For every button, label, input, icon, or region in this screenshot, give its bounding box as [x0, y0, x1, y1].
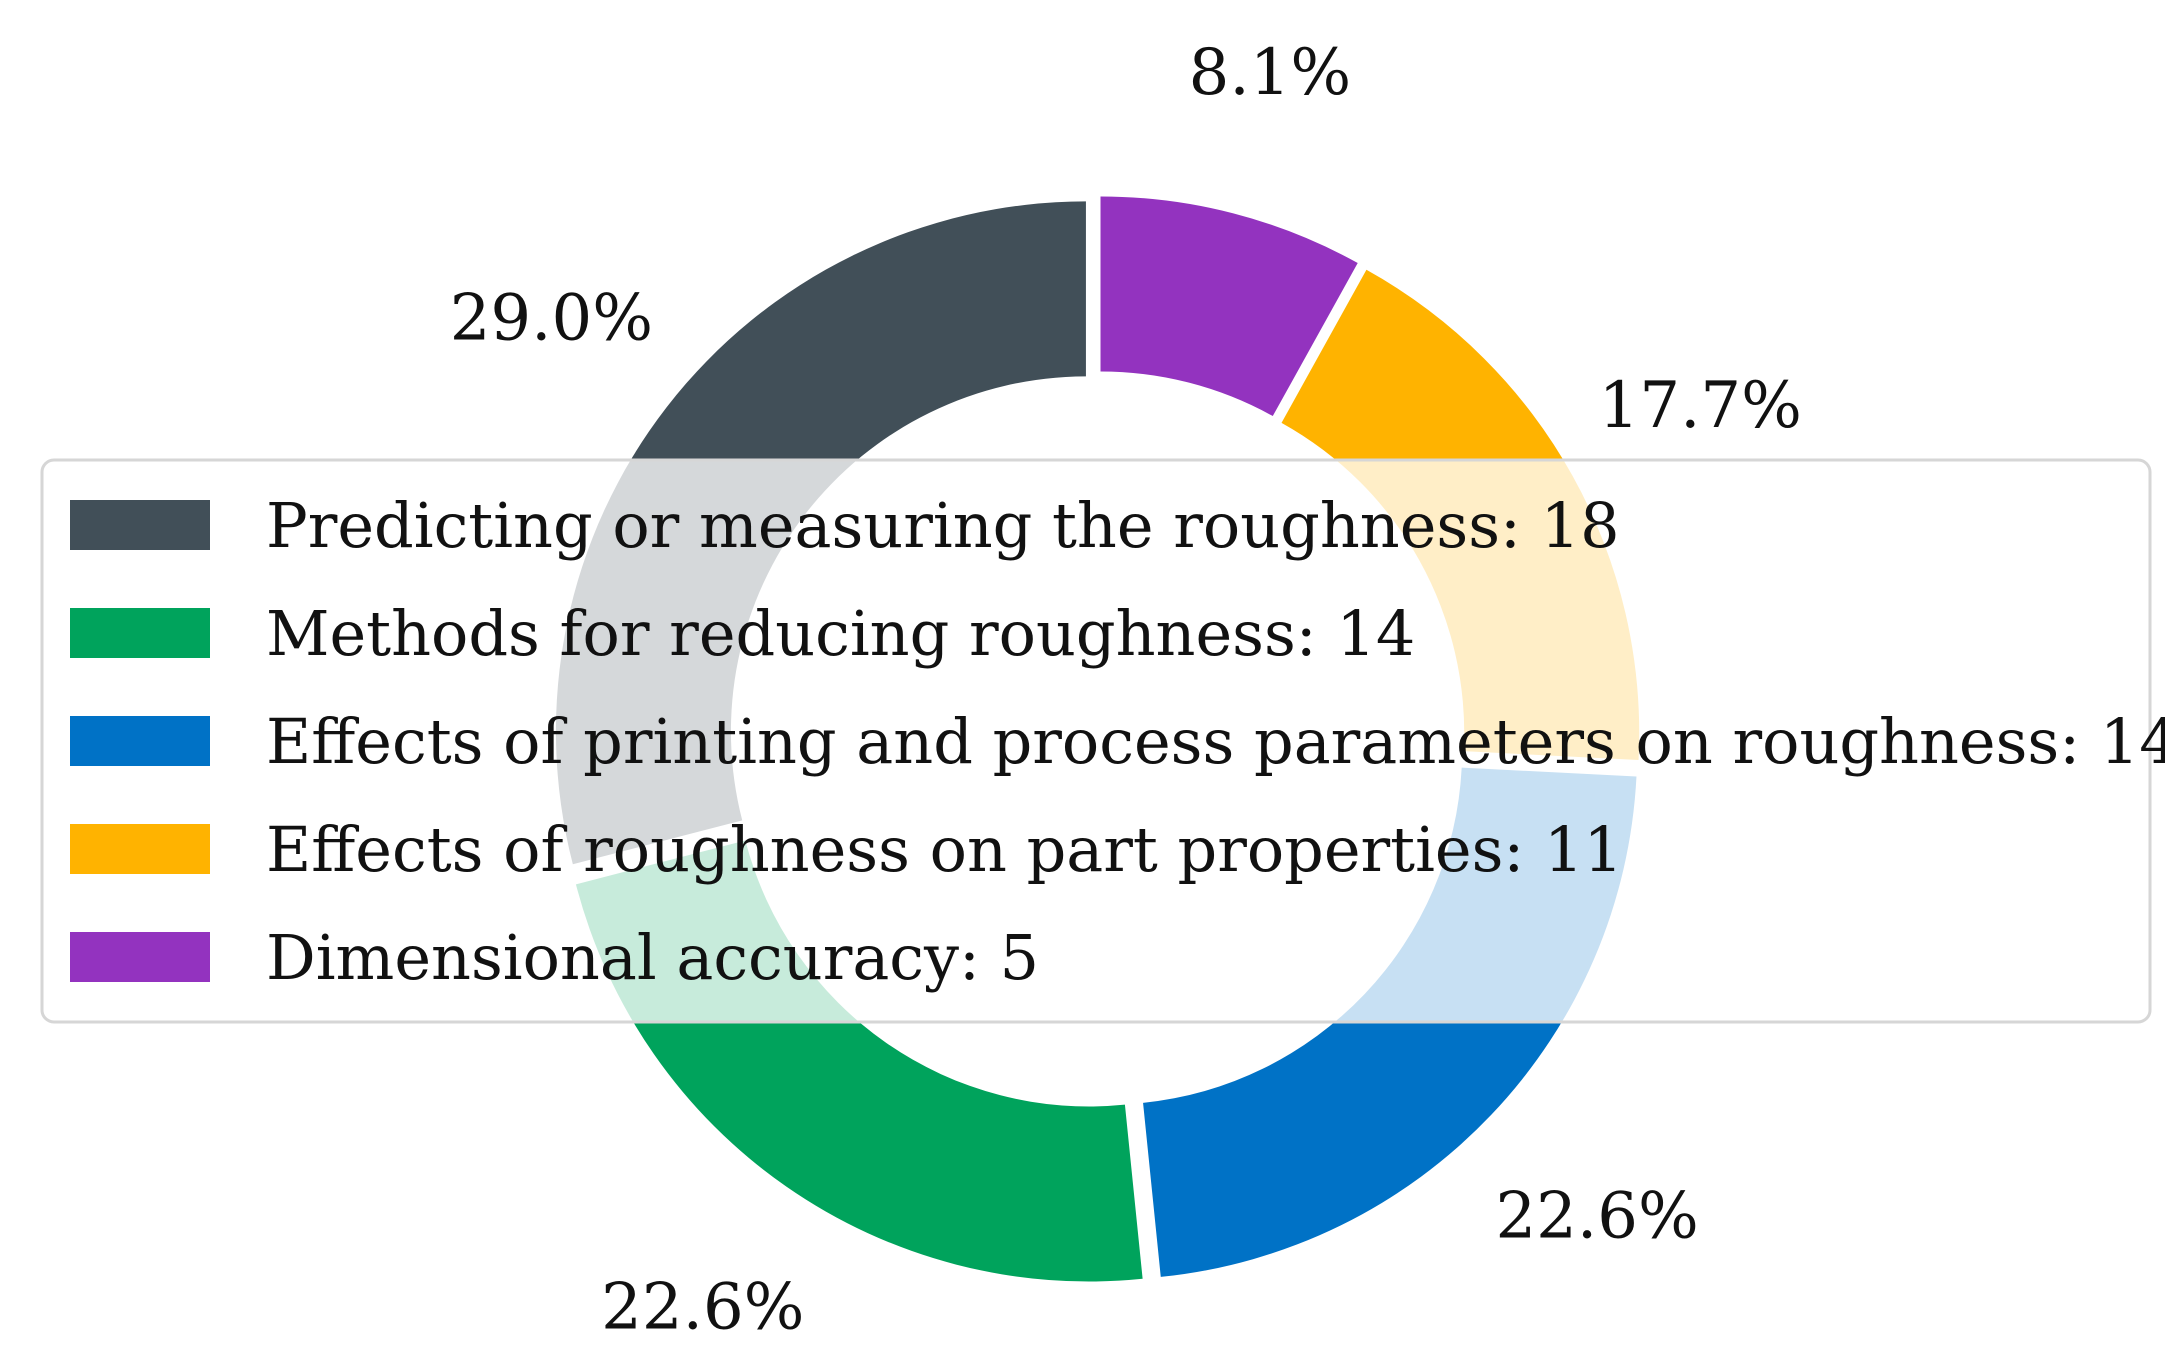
legend-swatch-1 — [70, 500, 210, 550]
legend-label-1: Predicting or measuring the roughness: 1… — [266, 489, 1620, 562]
percent-label-1: 29.0% — [450, 282, 653, 356]
legend-swatch-5 — [70, 932, 210, 982]
legend-swatch-2 — [70, 608, 210, 658]
legend-box — [40, 458, 2152, 1024]
legend-swatch-3 — [70, 716, 210, 766]
slice-5 — [1100, 196, 1358, 417]
percent-labels: 29.0% 22.6% 22.6% 17.7% 8.1% — [450, 36, 1802, 1344]
percent-label-2: 22.6% — [601, 1270, 804, 1344]
legend-label-3: Effects of printing and process paramete… — [266, 705, 2165, 778]
legend-label-2: Methods for reducing roughness: 14 — [266, 597, 1415, 670]
legend: Predicting or measuring the roughness: 1… — [40, 458, 2165, 1024]
legend-label-4: Effects of roughness on part properties:… — [266, 813, 1623, 886]
percent-label-5: 8.1% — [1189, 36, 1352, 110]
percent-label-4: 17.7% — [1599, 369, 1802, 443]
legend-items: Predicting or measuring the roughness: 1… — [70, 489, 2165, 994]
legend-swatch-4 — [70, 824, 210, 874]
legend-label-5: Dimensional accuracy: 5 — [266, 921, 1039, 994]
percent-label-3: 22.6% — [1495, 1179, 1698, 1253]
